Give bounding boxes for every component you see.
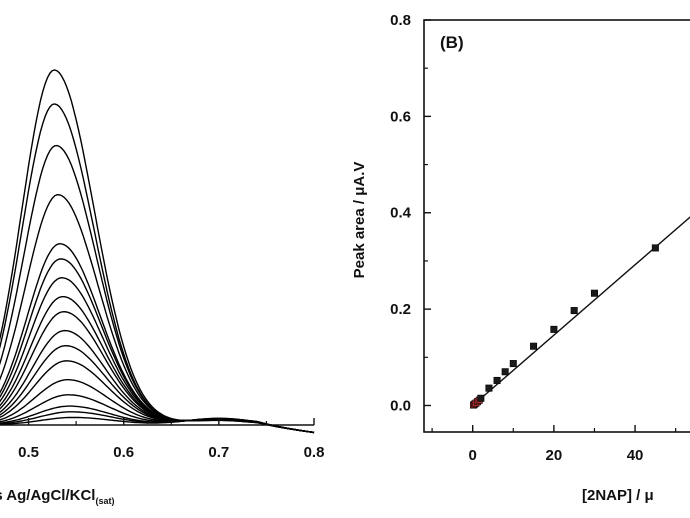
panel-b-x-tick-label: 0 (469, 447, 477, 464)
voltammogram-curve (0, 416, 315, 434)
panel-a-x-tick-label: 0.8 (304, 444, 325, 461)
voltammogram-curve (0, 258, 315, 434)
calibration-point (550, 325, 558, 333)
calibration-point (651, 244, 659, 252)
calibration-point (590, 289, 598, 297)
calibration-points (470, 244, 659, 409)
panel-b-y-ticks: 0.0 0.2 0.4 0.6 0.8 (390, 12, 431, 414)
panel-a-x-tick-label: 0.5 (18, 444, 39, 461)
calibration-point (509, 360, 517, 368)
voltammogram-curve (0, 103, 315, 434)
panel-a-voltammograms: 0.5 0.6 0.7 0.8 vs Ag/AgCl/KCl(sat) (0, 69, 324, 506)
panel-b-y-tick-label: 0.0 (390, 397, 411, 414)
panel-b-y-tick-label: 0.4 (390, 205, 412, 222)
voltammogram-curve (0, 144, 315, 434)
panel-a-x-tick-label: 0.6 (113, 444, 134, 461)
linear-fit-line (472, 216, 690, 407)
calibration-point (477, 394, 485, 402)
voltammogram-curve (0, 69, 315, 434)
panel-b-x-ticks: 0 20 40 (431, 425, 677, 464)
voltammogram-curves (0, 69, 315, 434)
voltammogram-curve (0, 329, 315, 434)
panel-b-y-tick-label: 0.8 (390, 12, 411, 29)
calibration-point (530, 342, 538, 350)
panel-b-x-axis-title: [2NAP] / μ (582, 487, 654, 504)
panel-b-calibration: 0.0 0.2 0.4 0.6 0.8 0 20 40 (B) Peak area / μA… (351, 12, 690, 504)
panel-a-x-ticks: 0.5 0.6 0.7 0.8 (18, 418, 324, 461)
panel-b-x-tick-label: 20 (546, 447, 563, 464)
panel-a-x-axis-title: vs Ag/AgCl/KCl(sat) (0, 487, 114, 506)
panel-b-x-tick-label: 40 (627, 447, 644, 464)
panel-b-plot-frame (423, 19, 690, 433)
panel-b-tag: (B) (440, 33, 464, 52)
panel-b-y-tick-label: 0.2 (390, 301, 411, 318)
calibration-point (485, 384, 493, 392)
calibration-point (570, 307, 578, 315)
panel-b-y-tick-label: 0.6 (390, 108, 411, 125)
voltammogram-curve (0, 276, 315, 434)
calibration-point (493, 376, 501, 384)
voltammogram-curve (0, 193, 315, 434)
panel-a-x-tick-label: 0.7 (208, 444, 229, 461)
calibration-point (501, 368, 509, 376)
panel-b-y-axis-title: Peak area / μA.V (351, 162, 368, 279)
